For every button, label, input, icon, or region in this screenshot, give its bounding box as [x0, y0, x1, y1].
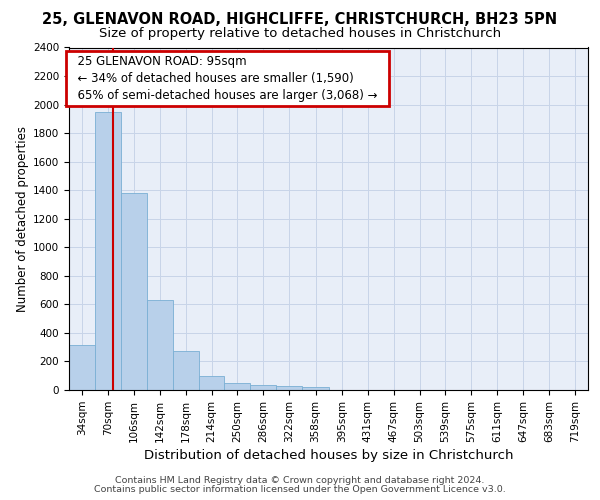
- Bar: [277, 386, 302, 390]
- Bar: [199, 376, 224, 390]
- Bar: [69, 345, 95, 390]
- Bar: [121, 193, 147, 390]
- Y-axis label: Number of detached properties: Number of detached properties: [16, 126, 29, 312]
- Bar: [224, 383, 250, 390]
- Bar: [173, 352, 199, 390]
- Bar: [250, 385, 277, 390]
- Text: 25, GLENAVON ROAD, HIGHCLIFFE, CHRISTCHURCH, BH23 5PN: 25, GLENAVON ROAD, HIGHCLIFFE, CHRISTCHU…: [43, 12, 557, 28]
- Text: Contains HM Land Registry data © Crown copyright and database right 2024.: Contains HM Land Registry data © Crown c…: [115, 476, 485, 485]
- Bar: [95, 112, 121, 390]
- Text: 25 GLENAVON ROAD: 95sqm
  ← 34% of detached houses are smaller (1,590)
  65% of : 25 GLENAVON ROAD: 95sqm ← 34% of detache…: [70, 55, 385, 102]
- Bar: [147, 300, 173, 390]
- X-axis label: Distribution of detached houses by size in Christchurch: Distribution of detached houses by size …: [144, 449, 513, 462]
- Text: Contains public sector information licensed under the Open Government Licence v3: Contains public sector information licen…: [94, 485, 506, 494]
- Bar: [302, 387, 329, 390]
- Text: Size of property relative to detached houses in Christchurch: Size of property relative to detached ho…: [99, 28, 501, 40]
